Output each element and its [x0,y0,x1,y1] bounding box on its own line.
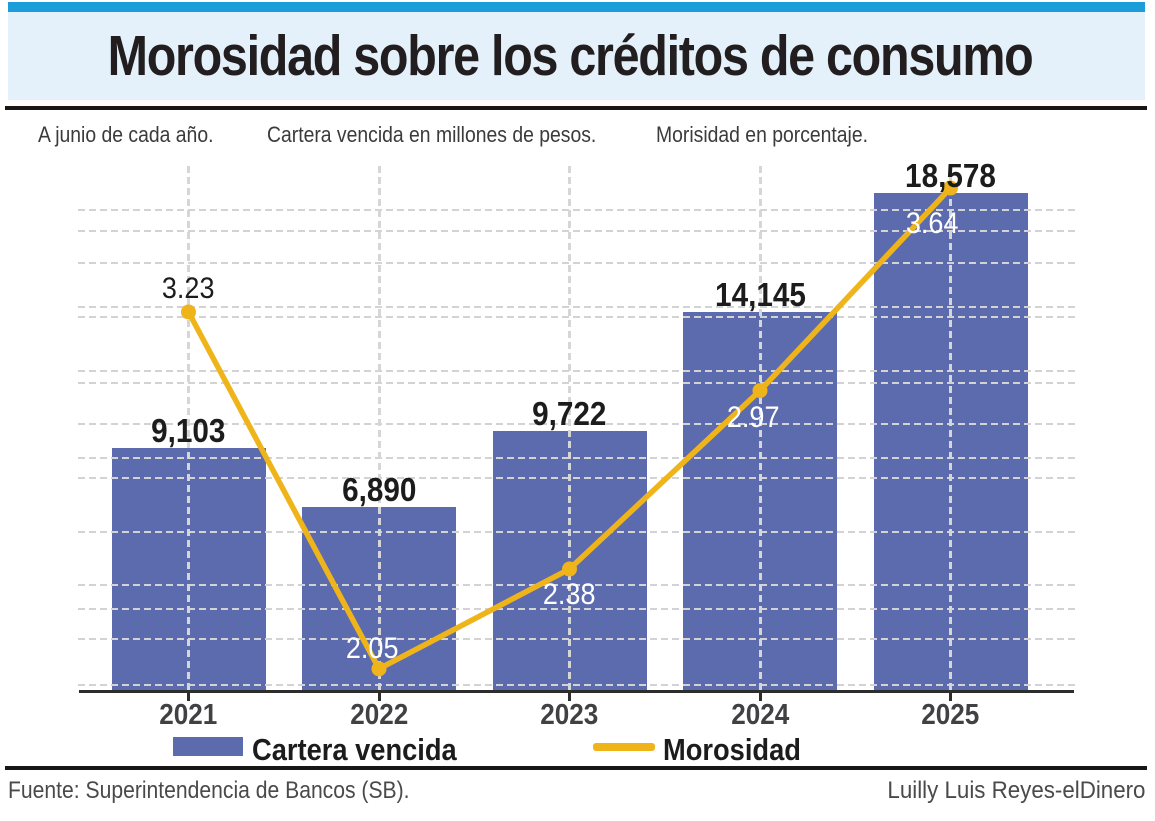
line-value-label-2024: 2.97 [673,401,833,435]
x-axis-label-text: 2021 [159,699,218,731]
note-period: A junio de cada año. [38,122,214,147]
v-gridline-2024 [758,166,762,692]
note-line-units: Morisidad en porcentaje. [655,122,868,147]
line-value-label-2022: 2.05 [292,632,452,666]
line-point-2025 [943,180,958,196]
divider-bottom [5,766,1147,770]
h-gridline [78,262,1076,264]
chart-notes: A junio de cada año. Cartera vencida en m… [38,122,897,148]
x-axis-label-2024: 2024 [680,699,840,732]
h-gridline [78,684,1076,686]
morosidad-line-layer [181,180,958,677]
v-gridline-2022 [377,166,381,692]
x-axis-label-2025: 2025 [871,699,1031,732]
x-axis-line [79,690,1074,693]
h-gridline [78,423,1076,425]
line-point-2024 [752,383,768,399]
line-value-text: 2.97 [726,400,780,434]
x-tick-2022 [377,693,381,701]
h-gridline [78,230,1076,232]
bar-value-text: 14,145 [714,276,806,314]
h-gridline [78,370,1076,372]
v-gridline-2025 [949,166,952,692]
x-tick-2023 [568,693,571,701]
title-band: Morosidad sobre los créditos de consumo [8,12,1145,100]
line-value-label-2021: 3.23 [109,272,269,306]
h-gridline [78,306,1076,308]
h-gridline [78,477,1076,479]
x-axis-label-text: 2024 [730,699,790,731]
v-gridline-2023 [568,166,571,692]
bar-value-label-2021: 9,103 [89,412,289,450]
bar-value-text: 18,578 [905,157,996,195]
line-value-text: 3.23 [162,272,215,305]
bar-value-text: 6,890 [341,471,417,509]
h-gridline [78,608,1076,610]
line-point-2021 [181,304,196,320]
h-gridline [78,638,1076,640]
line-value-label-2025: 3.64 [853,207,1013,241]
bar-value-text: 9,722 [532,395,607,433]
line-value-text: 3.64 [906,207,959,241]
bar-value-label-2023: 9,722 [470,395,670,433]
x-tick-2025 [949,693,952,701]
x-tick-2024 [758,693,762,701]
note-bar-units: Cartera vencida en millones de pesos. [267,122,597,147]
line-value-text: 2.05 [345,631,399,665]
line-point-2022 [371,661,387,677]
divider-top [5,106,1147,110]
chart-plot-area: 9,103 6,890 9,722 14,145 18,578 3.23 2.05 2.38 2… [78,150,1076,692]
x-tick-2021 [187,693,190,701]
bar-value-text: 9,103 [151,411,226,449]
x-axis-label-text: 2022 [349,699,409,731]
h-gridline [78,531,1076,533]
v-gridline-2021 [187,166,190,692]
x-axis-label-text: 2025 [921,699,980,731]
h-gridline [78,382,1076,384]
h-gridline [78,457,1076,459]
x-axis-label-2022: 2022 [299,699,459,732]
bar-value-label-2025: 18,578 [851,157,1051,195]
h-gridline [78,209,1076,211]
credit-text: Luilly Luis Reyes-elDinero [886,777,1145,804]
legend-line-label: Morosidad [663,732,801,767]
line-value-text: 2.38 [543,578,596,612]
bar-value-label-2024: 14,145 [660,276,860,314]
line-value-label-2023: 2.38 [490,578,650,612]
x-axis-label-2021: 2021 [109,699,269,732]
x-axis-label-text: 2023 [540,699,599,731]
page-title: Morosidad sobre los créditos de consumo [107,24,1034,88]
accent-strip [8,2,1145,12]
bar-value-label-2022: 6,890 [279,471,479,509]
legend-bar-label: Cartera vencida [252,732,457,767]
h-gridline [78,316,1076,318]
source-text: Fuente: Superintendencia de Bancos (SB). [8,777,410,804]
legend-bar-swatch [173,737,243,756]
x-axis-label-2023: 2023 [490,699,650,732]
h-gridline [78,584,1076,586]
legend-line-swatch [593,743,655,751]
line-point-2023 [562,561,577,577]
